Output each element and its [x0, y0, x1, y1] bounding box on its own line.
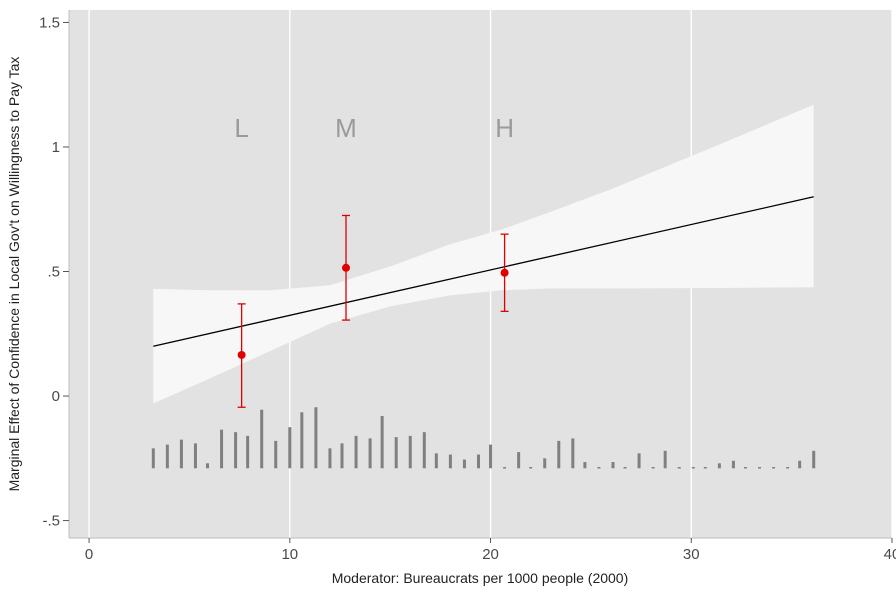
histogram-bar-3 [193, 443, 197, 469]
histogram-bar-35 [623, 467, 627, 469]
x-tick-label-1: 10 [281, 546, 298, 563]
histogram-bar-38 [663, 450, 667, 469]
confidence-band [153, 104, 814, 404]
histogram-bar-27 [517, 452, 521, 469]
histogram-bar-37 [651, 467, 655, 469]
histogram-bar-25 [489, 444, 493, 469]
x-axis-title: Moderator: Bureaucrats per 1000 people (… [332, 570, 629, 586]
histogram-bar-9 [274, 440, 278, 469]
histogram-bar-23 [462, 459, 466, 469]
histogram-bar-7 [246, 435, 250, 469]
histogram-bar-41 [703, 467, 707, 469]
histogram-bar-14 [340, 443, 344, 469]
histogram-bar-42 [717, 463, 721, 469]
y-tick-label-2: .5 [47, 264, 60, 281]
histogram-bar-2 [179, 439, 183, 469]
region-label-H: H [495, 113, 514, 143]
histogram-bar-17 [380, 415, 384, 469]
histogram-bar-43 [731, 460, 735, 469]
histogram-bar-36 [637, 453, 641, 469]
histogram-bar-12 [314, 407, 318, 469]
histogram-bar-22 [448, 454, 452, 469]
histogram-bar-33 [597, 467, 601, 469]
histogram-bar-6 [234, 432, 238, 469]
x-tick-label-0: 0 [85, 546, 93, 563]
histogram-bar-1 [165, 444, 169, 469]
histogram-bar-8 [260, 409, 264, 469]
region-label-M: M [335, 113, 357, 143]
y-tick-label-4: 1.5 [39, 14, 60, 31]
histogram-layer [151, 407, 816, 469]
x-tick-label-3: 30 [683, 546, 700, 563]
histogram-bar-10 [288, 427, 292, 469]
histogram-bar-44 [743, 467, 747, 469]
y-tick-label-3: 1 [52, 139, 60, 156]
histogram-bar-29 [543, 458, 547, 469]
confidence-band-layer [153, 104, 814, 404]
histogram-bar-5 [220, 429, 224, 469]
point-estimates-layer [237, 214, 509, 408]
axes-layer: -.5 0 .5 1 1.5 0 10 20 30 40 [39, 10, 896, 563]
histogram-bar-16 [368, 438, 372, 469]
point-estimate-H [500, 268, 509, 277]
histogram-bar-34 [611, 462, 615, 469]
histogram-bar-20 [422, 432, 426, 469]
histogram-bar-32 [583, 462, 587, 469]
point-estimate-M [342, 263, 351, 272]
histogram-bar-30 [557, 440, 561, 469]
histogram-bar-19 [408, 435, 412, 469]
y-axis-title: Marginal Effect of Confidence in Local G… [6, 57, 22, 492]
histogram-bar-21 [434, 453, 438, 469]
histogram-bar-4 [206, 463, 210, 469]
y-tick-label-1: 0 [52, 388, 60, 405]
y-tick-label-0: -.5 [42, 513, 60, 530]
region-label-L: L [234, 113, 248, 143]
fit-line-layer [153, 196, 814, 347]
histogram-bar-13 [328, 448, 332, 469]
histogram-bar-39 [677, 467, 681, 469]
histogram-bar-31 [571, 438, 575, 469]
histogram-bar-45 [758, 467, 762, 469]
histogram-bar-47 [786, 467, 790, 469]
fit-line [153, 196, 814, 347]
histogram-bar-48 [798, 460, 802, 469]
histogram-bar-28 [529, 467, 533, 469]
histogram-bar-40 [691, 467, 695, 469]
histogram-bar-11 [300, 412, 304, 469]
x-tick-label-4: 40 [884, 546, 896, 563]
histogram-bar-24 [476, 454, 480, 469]
histogram-bar-0 [151, 448, 155, 469]
histogram-bar-26 [503, 467, 507, 469]
point-estimate-L [237, 350, 246, 359]
histogram-bar-49 [812, 450, 816, 469]
x-tick-label-2: 20 [482, 546, 499, 563]
histogram-bar-15 [354, 435, 358, 469]
histogram-bar-46 [772, 467, 776, 469]
histogram-bar-18 [394, 437, 398, 469]
